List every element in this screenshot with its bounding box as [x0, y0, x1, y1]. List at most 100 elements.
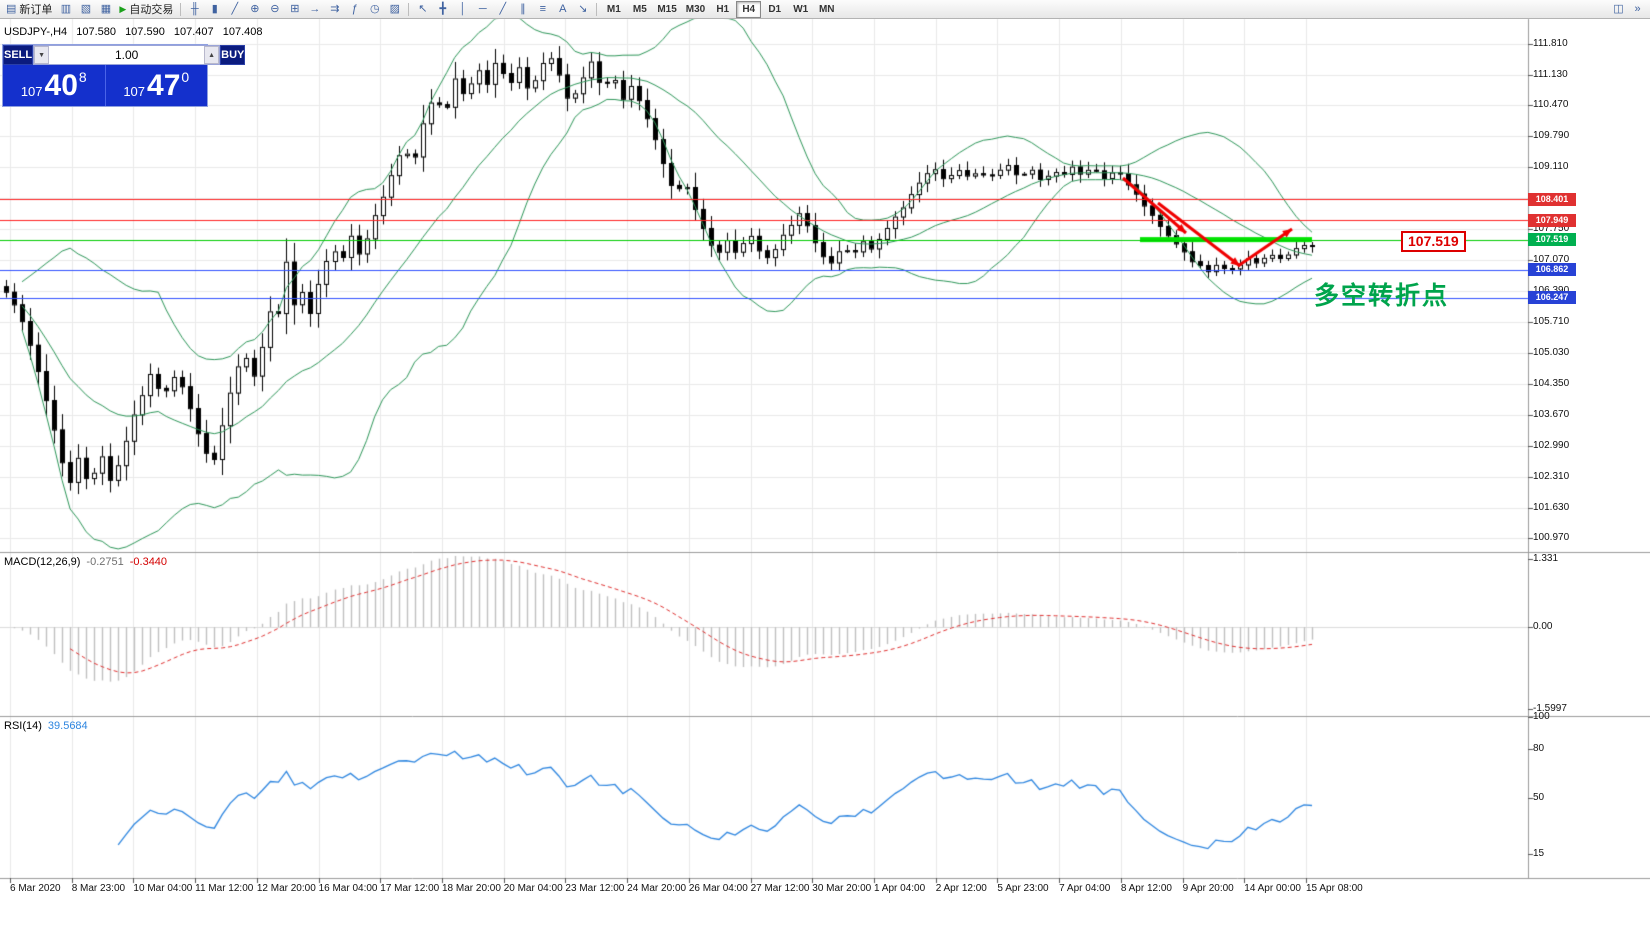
- buy-price-prefix: 107: [123, 84, 146, 99]
- zoom-in-icon: ⊕: [250, 2, 260, 15]
- tile-windows-icon: ⊞: [290, 2, 300, 15]
- time-axis-label[interactable]: 14 Apr 00:00: [1244, 883, 1301, 894]
- sell-price-big: 40: [44, 68, 78, 102]
- turning-point-annotation[interactable]: 多空转折点: [1314, 282, 1450, 310]
- timeframe-d1-button[interactable]: D1: [762, 1, 787, 18]
- sell-price-sup: 8: [78, 69, 87, 85]
- crosshair-icon: ╋: [439, 2, 447, 15]
- periods-button[interactable]: ◷: [365, 1, 384, 18]
- terminal-icon: ▦: [100, 2, 112, 15]
- arrow-objects-button[interactable]: ↘: [573, 1, 592, 18]
- toolbar-separator: [596, 2, 598, 16]
- timeframe-h1-button[interactable]: H1: [710, 1, 735, 18]
- time-axis-label[interactable]: 2 Apr 12:00: [935, 883, 987, 894]
- indicators-button[interactable]: ƒ: [345, 1, 364, 18]
- time-axis-label[interactable]: 8 Apr 12:00: [1120, 883, 1172, 894]
- time-axis-label[interactable]: 8 Mar 23:00: [71, 883, 126, 894]
- zoom-out-icon: ⊖: [270, 2, 280, 15]
- sell-price[interactable]: 107 40 8: [3, 65, 106, 106]
- time-axis-label[interactable]: 26 Mar 04:00: [688, 883, 748, 894]
- time-axis-label[interactable]: 15 Apr 08:00: [1306, 883, 1363, 894]
- crosshair-button[interactable]: ╋: [433, 1, 452, 18]
- text-label-button[interactable]: A: [553, 1, 572, 18]
- time-axis-label[interactable]: 30 Mar 20:00: [812, 883, 872, 894]
- horizontal-line-icon: ─: [478, 2, 487, 15]
- time-axis-label[interactable]: 23 Mar 12:00: [565, 883, 625, 894]
- new-order-button[interactable]: ▤ 新订单: [3, 1, 55, 18]
- time-axis-label[interactable]: 7 Apr 04:00: [1059, 883, 1111, 894]
- bar-chart-button[interactable]: ╫: [185, 1, 204, 18]
- volume-input[interactable]: [49, 46, 205, 64]
- time-axis-label[interactable]: 24 Mar 20:00: [627, 883, 687, 894]
- bar-chart-icon: ╫: [190, 2, 199, 15]
- sell-button[interactable]: SELL: [3, 45, 34, 65]
- autotrade-play-icon: ▶: [119, 3, 127, 14]
- navigator-button[interactable]: ▧: [76, 1, 95, 18]
- tile-windows-button[interactable]: ⊞: [285, 1, 304, 18]
- timeframe-m5-button[interactable]: M5: [627, 1, 652, 18]
- sell-price-prefix: 107: [20, 84, 43, 99]
- time-axis-label[interactable]: 1 Apr 04:00: [874, 883, 926, 894]
- more-tools-icon: »: [1634, 2, 1641, 15]
- time-axis-label[interactable]: 20 Mar 04:00: [503, 883, 563, 894]
- timeframe-w1-button[interactable]: W1: [788, 1, 813, 18]
- buy-price-sup: 0: [181, 69, 190, 85]
- chart-shift-button[interactable]: ⇉: [325, 1, 344, 18]
- docked-panel-button[interactable]: ◫: [1609, 1, 1628, 18]
- toolbar-separator: [408, 2, 410, 16]
- timeframe-mn-button[interactable]: MN: [814, 1, 839, 18]
- zoom-out-button[interactable]: ⊖: [265, 1, 284, 18]
- timeframe-m30-button[interactable]: M30: [682, 1, 709, 18]
- indicators-icon: ƒ: [351, 2, 358, 15]
- autotrade-label: 自动交易: [129, 4, 174, 16]
- templates-button[interactable]: ▨: [385, 1, 404, 18]
- more-tools-button[interactable]: »: [1628, 1, 1647, 18]
- price-callout[interactable]: 107.519: [1401, 231, 1466, 252]
- trendline-button[interactable]: ╱: [493, 1, 512, 18]
- trendline-icon: ╱: [499, 2, 507, 15]
- equidistant-channel-icon: ∥: [520, 2, 526, 15]
- buy-price[interactable]: 107 47 0: [106, 65, 208, 106]
- cursor-button[interactable]: ↖: [413, 1, 432, 18]
- templates-icon: ▨: [389, 2, 401, 15]
- time-axis-label[interactable]: 16 Mar 04:00: [318, 883, 378, 894]
- time-axis-label[interactable]: 18 Mar 20:00: [442, 883, 501, 894]
- market-watch-icon: ▥: [60, 2, 72, 15]
- horizontal-line-button[interactable]: ─: [473, 1, 492, 18]
- line-chart-button[interactable]: ╱: [225, 1, 244, 18]
- volume-down-button[interactable]: ▼: [34, 46, 50, 64]
- volume-up-button[interactable]: ▲: [204, 46, 220, 64]
- new-order-label: 新订单: [19, 4, 53, 16]
- time-axis-label[interactable]: 6 Mar 2020: [10, 883, 61, 894]
- market-watch-button[interactable]: ▥: [56, 1, 75, 18]
- time-axis-label[interactable]: 5 Apr 23:00: [997, 883, 1049, 894]
- timeframe-m15-button[interactable]: M15: [653, 1, 680, 18]
- buy-price-big: 47: [147, 68, 181, 102]
- time-axis-label[interactable]: 11 Mar 12:00: [195, 883, 254, 894]
- timeframe-m1-button[interactable]: M1: [601, 1, 626, 18]
- volume-field: ▼ ▲: [33, 45, 221, 65]
- autotrade-button[interactable]: ▶ 自动交易: [116, 1, 176, 18]
- cursor-icon: ↖: [418, 2, 428, 15]
- fibonacci-button[interactable]: ≡: [533, 1, 552, 18]
- auto-scroll-button[interactable]: →: [305, 1, 324, 18]
- docked-panel-icon: ◫: [1613, 2, 1624, 15]
- candlestick-chart-button[interactable]: ▮: [205, 1, 224, 18]
- time-axis-label[interactable]: 17 Mar 12:00: [380, 883, 440, 894]
- zoom-in-button[interactable]: ⊕: [245, 1, 264, 18]
- time-axis-label[interactable]: 27 Mar 12:00: [750, 883, 810, 894]
- time-axis-label[interactable]: 12 Mar 20:00: [256, 883, 316, 894]
- time-axis-label[interactable]: 9 Apr 20:00: [1182, 883, 1234, 894]
- navigator-icon: ▧: [80, 2, 92, 15]
- new-order-icon: ▤: [6, 2, 17, 15]
- vertical-line-button[interactable]: │: [453, 1, 472, 18]
- one-click-trading-panel: SELL ▼ ▲ BUY 107 40 8 107 47 0: [2, 44, 246, 107]
- terminal-button[interactable]: ▦: [96, 1, 115, 18]
- timeframe-h4-button[interactable]: H4: [736, 0, 762, 18]
- vertical-line-icon: │: [459, 2, 467, 15]
- time-axis-label[interactable]: 10 Mar 04:00: [133, 883, 193, 894]
- buy-button[interactable]: BUY: [220, 45, 246, 65]
- fibonacci-icon: ≡: [539, 2, 547, 15]
- equidistant-channel-button[interactable]: ∥: [513, 1, 532, 18]
